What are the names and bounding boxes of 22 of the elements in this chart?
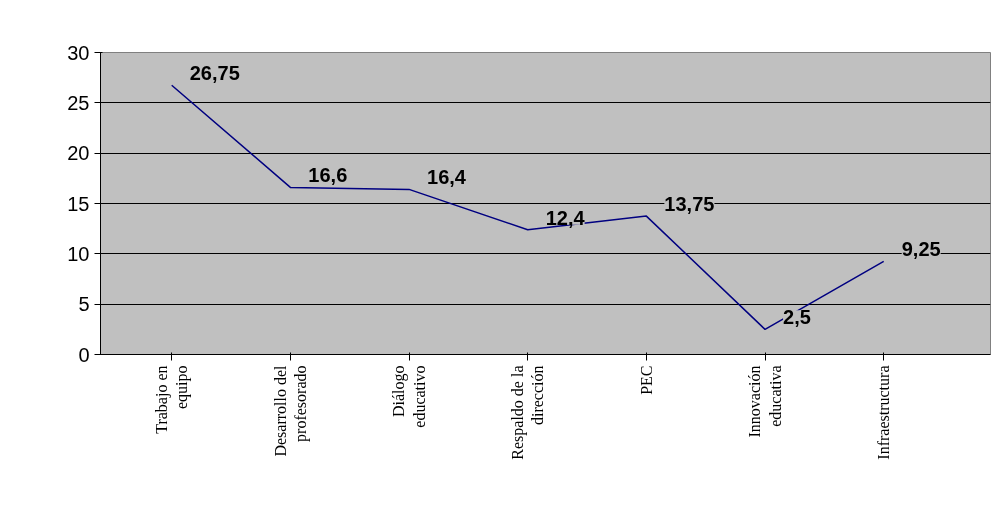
data-label: 13,75 bbox=[664, 193, 715, 216]
x-tick-label: Respaldo de la dirección bbox=[509, 365, 547, 460]
x-tick-label: Innovación educativa bbox=[746, 365, 784, 438]
y-tick-label: 0 bbox=[78, 343, 90, 366]
y-tick-label: 15 bbox=[67, 192, 90, 215]
y-tick-label: 25 bbox=[67, 91, 90, 114]
data-label: 9,25 bbox=[901, 238, 941, 261]
data-label: 2,5 bbox=[783, 306, 811, 329]
x-tick-label: Diálogo educativo bbox=[390, 365, 428, 428]
y-tick-label: 10 bbox=[67, 242, 90, 265]
y-tick-label: 20 bbox=[67, 142, 90, 165]
data-label: 16,6 bbox=[308, 164, 348, 187]
x-tick-label: Infraestructura bbox=[875, 365, 893, 460]
data-label: 16,4 bbox=[427, 166, 467, 189]
data-label: 12,4 bbox=[545, 206, 586, 229]
line-series bbox=[170, 84, 885, 331]
y-tick-label: 5 bbox=[78, 293, 90, 316]
y-tick-label: 30 bbox=[67, 41, 90, 64]
x-tick-label: Desarrollo del profesorado bbox=[271, 364, 311, 457]
x-tick-label: Trabajo en equipo bbox=[153, 365, 192, 434]
x-tick-label: PEC bbox=[637, 365, 655, 395]
data-label: 26,75 bbox=[189, 62, 240, 85]
